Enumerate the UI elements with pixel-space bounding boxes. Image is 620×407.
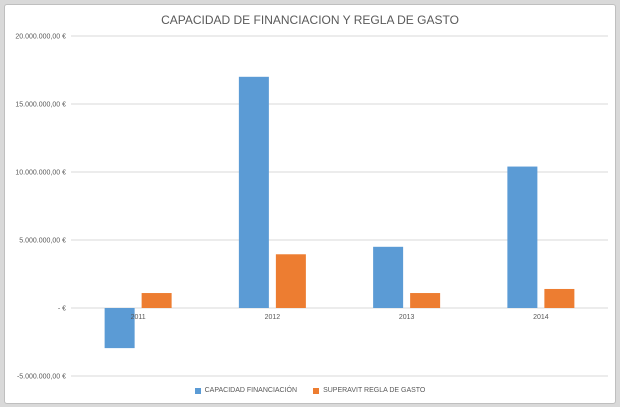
legend-label: SUPERAVIT REGLA DE GASTO <box>323 387 426 394</box>
y-tick-label: 15.000.000,00 € <box>15 102 66 109</box>
chart-title: CAPACIDAD DE FINANCIACION Y REGLA DE GAS… <box>161 13 459 27</box>
x-tick-label: 2011 <box>131 314 146 321</box>
legend-label: CAPACIDAD FINANCIACIÓN <box>204 387 298 394</box>
x-tick-label: 2012 <box>265 314 281 321</box>
legend-swatch <box>194 387 201 394</box>
legend-item: CAPACIDAD FINANCIACIÓN <box>194 387 298 394</box>
x-tick-label: 2013 <box>399 314 415 321</box>
bar-chart: 20.000.000,00 € 15.000.000,00 € 10.000.000… <box>15 34 608 381</box>
y-tick-label: -5.000.000,00 € <box>17 374 66 381</box>
y-tick-label: 5.000.000,00 € <box>19 238 66 245</box>
legend-swatch <box>313 387 320 394</box>
bar-superavit-2012 <box>275 254 306 308</box>
chart-frame: CAPACIDAD DE FINANCIACION Y REGLA DE GAS… <box>4 4 616 404</box>
x-tick-label: 2014 <box>533 314 549 321</box>
bar-capacidad-2013 <box>373 246 404 308</box>
y-tick-label: - € <box>58 306 66 313</box>
bar-capacidad-2012 <box>238 76 269 308</box>
y-tick-label: 10.000.000,00 € <box>15 170 66 177</box>
bar-superavit-2013 <box>410 293 441 308</box>
chart-legend: CAPACIDAD FINANCIACIÓN SUPERAVIT REGLA DE… <box>5 387 615 394</box>
bar-capacidad-2014 <box>507 166 538 308</box>
bar-superavit-2014 <box>544 288 575 308</box>
legend-item: SUPERAVIT REGLA DE GASTO <box>313 387 425 394</box>
y-tick-label: 20.000.000,00 € <box>15 34 66 41</box>
bar-superavit-2011 <box>141 293 172 308</box>
bar-capacidad-2011 <box>104 308 135 349</box>
